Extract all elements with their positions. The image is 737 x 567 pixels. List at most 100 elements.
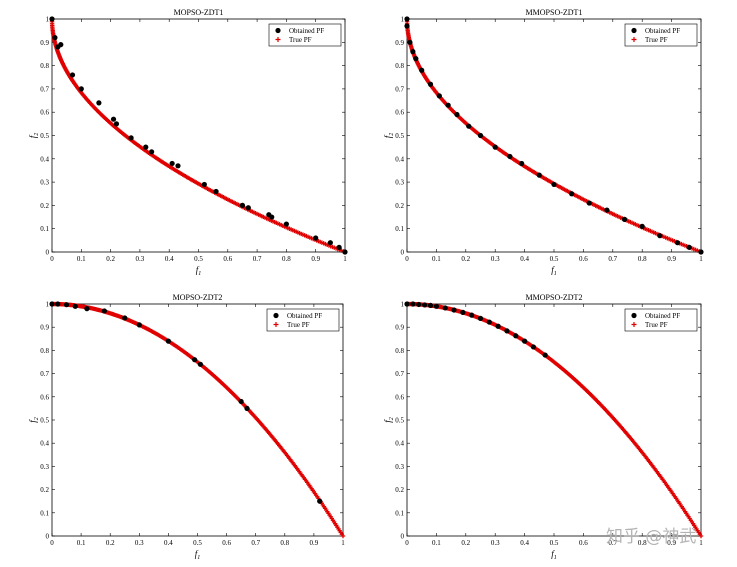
subplot-4: MMOPSO-ZDT2 0 0.1 0.2 0.3 0.4 0.5 0.6 0.7 0.8 0.9 1…: [383, 293, 703, 561]
x-tick-label: 0.5: [194, 255, 203, 263]
obtained-pf-point: [466, 123, 472, 129]
series-obtained-pf: [49, 301, 323, 504]
obtained-pf-point: [238, 398, 244, 405]
obtained-pf-point: [149, 149, 155, 155]
x-tick-label: 0.9: [667, 255, 676, 263]
y-axis-label: f2: [28, 417, 40, 423]
x-tick-label: 0.7: [608, 539, 617, 547]
y-tick-label: 0.2: [40, 202, 49, 210]
x-tick-label: 0.9: [310, 539, 319, 547]
x-tick-label: 0.2: [461, 539, 470, 547]
y-tick-label: 0.1: [40, 509, 49, 517]
y-tick-label: 0.9: [395, 324, 404, 332]
x-tick-label: 0.8: [280, 539, 289, 547]
y-axis-label: f2: [28, 133, 40, 139]
x-tick-label: 0.5: [193, 539, 202, 547]
y-axis-label: f2: [383, 133, 395, 139]
x-axis-label: f1: [551, 265, 557, 277]
y-tick-label: 0: [401, 249, 405, 257]
obtained-pf-point: [245, 205, 251, 211]
obtained-pf-point: [436, 93, 442, 99]
obtained-pf-point: [72, 303, 78, 309]
legend-true-pf-label: True PF: [645, 321, 668, 329]
obtained-pf-point: [128, 135, 134, 141]
obtained-pf-point: [621, 216, 628, 222]
series-true-pf: [49, 16, 348, 255]
legend-true-pf-marker: [275, 37, 281, 42]
obtained-pf-point: [477, 315, 484, 321]
obtained-pf-point: [504, 328, 510, 334]
x-tick-label: 0.6: [223, 255, 232, 263]
obtained-pf-point: [317, 498, 323, 504]
x-tick-label: 0.7: [253, 255, 262, 263]
y-tick-label: 0: [401, 533, 405, 541]
chart-title: MMOPSO-ZDT1: [526, 8, 583, 17]
obtained-pf-point: [416, 301, 422, 308]
y-tick-label: 1: [401, 301, 405, 309]
y-tick-label: 0.8: [40, 62, 49, 70]
x-tick-label: 0.3: [135, 539, 144, 547]
y-tick-label: 0.5: [395, 132, 404, 140]
y-tick-label: 0.3: [40, 463, 49, 471]
y-tick-label: 0.3: [395, 179, 404, 187]
obtained-pf-point: [639, 223, 645, 229]
x-tick-label: 0.2: [461, 255, 470, 263]
legend-obtained-label: Obtained PF: [287, 312, 322, 320]
x-tick-label: 0.6: [222, 539, 231, 547]
legend-true-pf-label: True PF: [287, 321, 310, 329]
legend-obtained-label: Obtained PF: [645, 27, 680, 35]
obtained-pf-point: [477, 132, 484, 139]
obtained-pf-point: [433, 303, 439, 309]
y-tick-label: 1: [401, 16, 405, 24]
obtained-pf-point: [101, 308, 107, 314]
obtained-pf-point: [422, 302, 428, 308]
chart-title: MOPSO-ZDT2: [173, 293, 223, 302]
obtained-pf-point: [410, 49, 416, 55]
obtained-pf-point: [84, 306, 90, 312]
y-tick-label: 0.2: [395, 486, 404, 494]
obtained-pf-point: [113, 121, 120, 127]
series-obtained-pf: [49, 16, 348, 255]
obtained-pf-point: [536, 172, 542, 178]
y-tick-label: 0: [46, 249, 50, 257]
chart-title: MOPSO-ZDT1: [174, 8, 224, 17]
obtained-pf-point: [191, 357, 198, 363]
obtained-pf-point: [454, 111, 460, 118]
x-axis-label: f1: [551, 549, 557, 561]
legend-obtained-marker: [631, 27, 637, 34]
y-tick-label: 1: [46, 301, 50, 309]
obtained-pf-point: [201, 181, 207, 188]
obtained-pf-point: [327, 240, 333, 246]
obtained-pf-point: [492, 144, 498, 150]
legend-box: [624, 23, 698, 47]
y-tick-label: 0.4: [395, 155, 404, 163]
y-tick-label: 0.4: [40, 440, 49, 448]
obtained-pf-point: [469, 312, 475, 318]
obtained-pf-point: [686, 244, 692, 250]
x-tick-label: 0.8: [638, 255, 647, 263]
y-tick-label: 0.8: [395, 62, 404, 70]
y-tick-label: 0.1: [395, 225, 404, 233]
obtained-pf-point: [657, 233, 663, 239]
obtained-pf-point: [122, 315, 128, 321]
obtained-pf-point: [451, 307, 457, 313]
obtained-pf-point: [404, 23, 410, 29]
legend-obtained-marker: [631, 312, 637, 319]
y-tick-label: 0.7: [395, 85, 404, 93]
x-tick-label: 0.7: [608, 255, 617, 263]
obtained-pf-point: [486, 319, 492, 325]
obtained-pf-point: [407, 39, 413, 45]
y-tick-label: 0.4: [40, 155, 49, 163]
x-tick-label: 0.9: [667, 539, 676, 547]
obtained-pf-point: [522, 338, 528, 344]
obtained-pf-point: [244, 405, 250, 411]
axes-box: [406, 303, 702, 537]
obtained-pf-point: [136, 322, 142, 328]
x-tick-label: 0.7: [251, 539, 260, 547]
y-tick-label: 0.2: [40, 486, 49, 494]
obtained-pf-point: [542, 352, 548, 358]
y-tick-label: 0: [46, 533, 50, 541]
obtained-pf-point: [519, 160, 525, 167]
